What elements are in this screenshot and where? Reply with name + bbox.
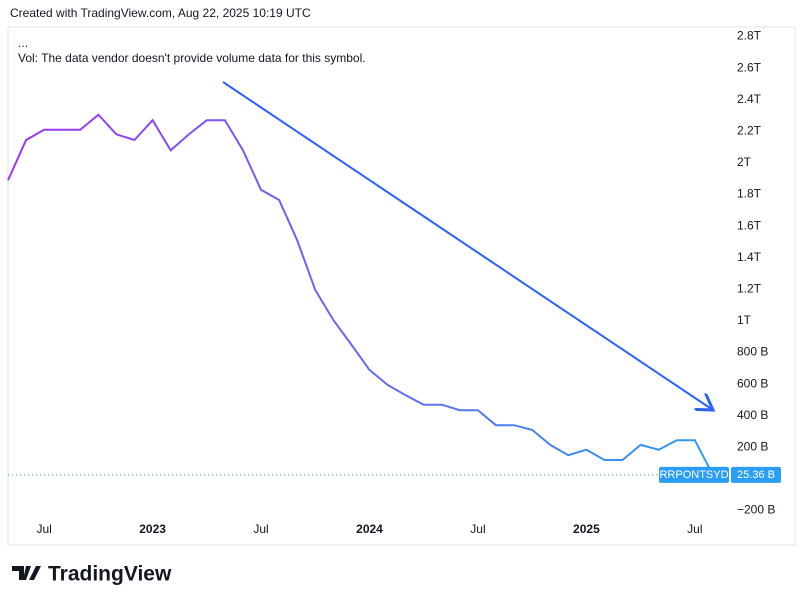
price-line — [7, 113, 714, 476]
x-tick-label: Jul — [470, 522, 485, 536]
y-tick-label: 800 B — [737, 345, 768, 359]
legend-note: Vol: The data vendor doesn't provide vol… — [18, 51, 366, 65]
trend-arrow — [222, 81, 713, 410]
y-tick-label: 200 B — [737, 439, 768, 453]
price-tag-text: 25.36 B — [737, 469, 775, 481]
y-tick-label: 2.6T — [737, 60, 762, 74]
brand-name: TradingView — [48, 563, 172, 586]
x-tick-label: Jul — [36, 522, 51, 536]
symbol-tag — [659, 466, 729, 483]
header: Created with TradingView.com, Aug 22, 20… — [10, 6, 311, 20]
brand: TradingView — [12, 563, 172, 586]
y-tick-label: 2.4T — [737, 92, 762, 106]
symbol-tag-text: RRPONTSYD — [659, 469, 728, 481]
x-tick-label: 2024 — [356, 522, 383, 536]
y-tick-label: 600 B — [737, 376, 768, 390]
x-tick-label: Jul — [687, 522, 702, 536]
y-tick-label: 2.2T — [737, 123, 762, 137]
y-tick-label: 400 B — [737, 408, 768, 422]
y-tick-label: 1T — [737, 313, 752, 327]
y-tick-label: 2.8T — [737, 29, 762, 43]
y-tick-label: 1.8T — [737, 187, 762, 201]
y-tick-label: 1.6T — [737, 218, 762, 232]
price-tag — [731, 466, 781, 483]
y-tick-label: 2T — [737, 155, 752, 169]
x-tick-label: 2023 — [139, 522, 166, 536]
x-tick-label: 2025 — [573, 522, 600, 536]
chart-frame — [7, 26, 796, 546]
x-tick-label: Jul — [253, 522, 268, 536]
y-tick-label: −200 B — [737, 503, 775, 517]
y-tick-label: 1.2T — [737, 281, 762, 295]
legend-dots: ... — [18, 36, 28, 50]
y-tick-label: 1.4T — [737, 250, 762, 264]
